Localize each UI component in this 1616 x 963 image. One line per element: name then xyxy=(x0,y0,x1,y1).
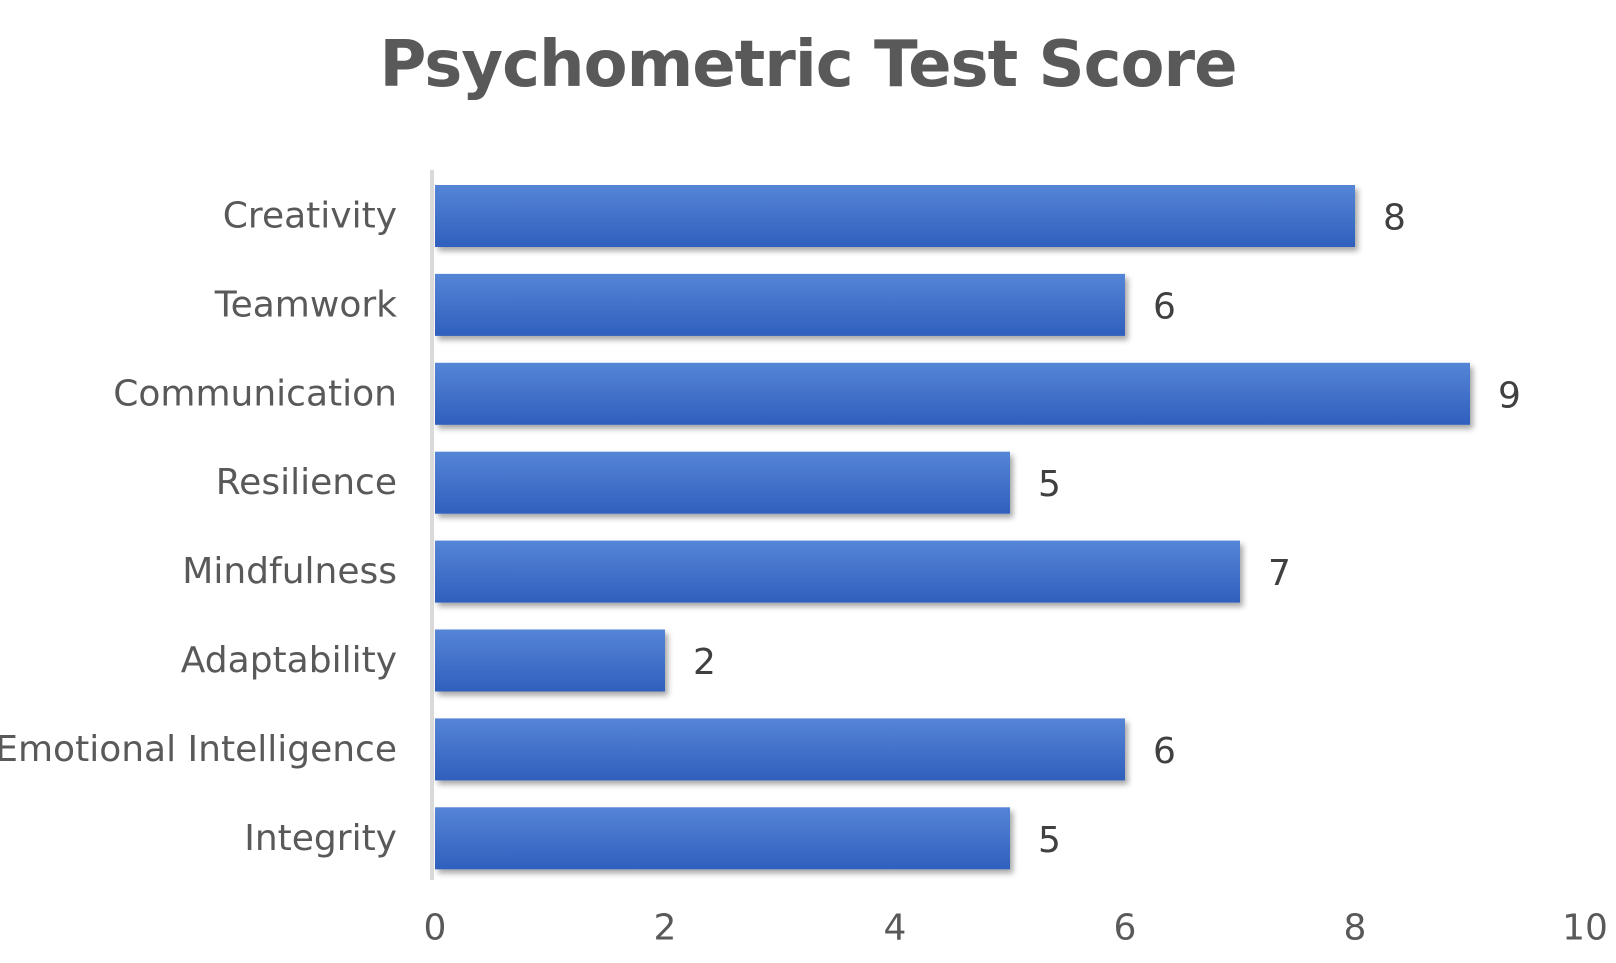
x-tick-label-0: 0 xyxy=(424,908,447,949)
bars-layer xyxy=(435,185,1470,870)
chart-title: Psychometric Test Score xyxy=(379,28,1238,102)
x-tick-label-4: 4 xyxy=(884,908,907,949)
bar-creativity xyxy=(435,185,1355,247)
data-label-teamwork: 6 xyxy=(1153,286,1176,327)
x-tick-label-8: 8 xyxy=(1344,908,1367,949)
data-label-emotional-intelligence: 6 xyxy=(1153,731,1176,772)
category-label-integrity: Integrity xyxy=(244,818,397,859)
category-label-communication: Communication xyxy=(113,373,397,414)
category-label-mindfulness: Mindfulness xyxy=(182,551,397,592)
data-label-creativity: 8 xyxy=(1383,198,1406,239)
bar-teamwork xyxy=(435,273,1125,336)
bar-mindfulness xyxy=(435,540,1240,603)
labels-layer: Creativity 8 Teamwork 6 Communication 9 Resili… xyxy=(0,196,1608,949)
category-label-creativity: Creativity xyxy=(223,196,397,237)
data-label-adaptability: 2 xyxy=(693,642,716,683)
bar-communication xyxy=(435,362,1470,425)
data-label-resilience: 5 xyxy=(1038,464,1061,505)
x-tick-label-2: 2 xyxy=(654,908,677,949)
category-label-adaptability: Adaptability xyxy=(181,640,397,681)
bar-adaptability xyxy=(435,629,665,692)
bar-emotional-intelligence xyxy=(435,718,1125,781)
x-tick-label-6: 6 xyxy=(1114,908,1137,949)
data-label-mindfulness: 7 xyxy=(1268,553,1291,594)
x-tick-label-10: 10 xyxy=(1562,908,1608,949)
bar-resilience xyxy=(435,451,1010,514)
category-label-emotional-intelligence: Emotional Intelligence xyxy=(0,729,397,770)
data-label-communication: 9 xyxy=(1498,375,1521,416)
category-label-resilience: Resilience xyxy=(216,462,397,503)
category-label-teamwork: Teamwork xyxy=(214,284,397,325)
data-label-integrity: 5 xyxy=(1038,820,1061,861)
bar-integrity xyxy=(435,807,1010,870)
